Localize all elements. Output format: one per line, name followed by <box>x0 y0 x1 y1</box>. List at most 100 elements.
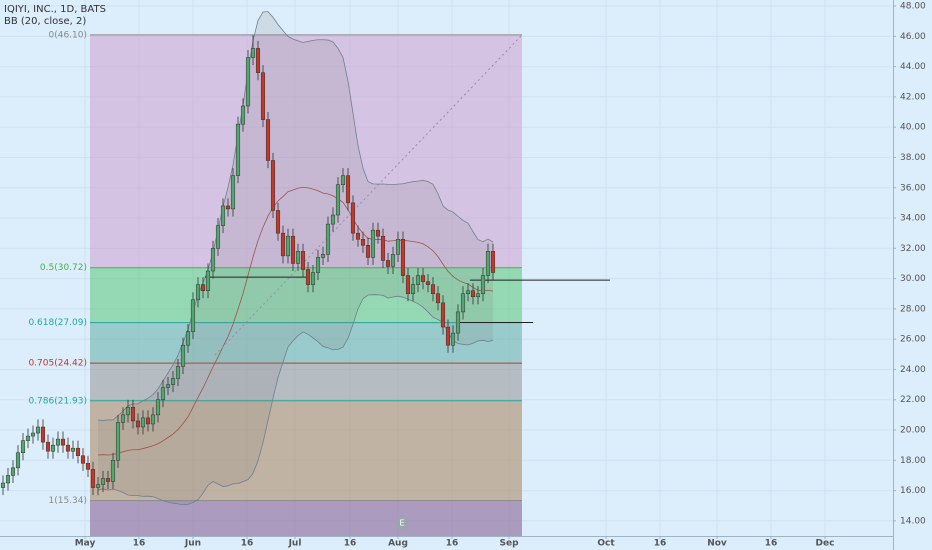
event-label: E <box>399 519 404 528</box>
candle-body <box>105 478 111 482</box>
bollinger-bands <box>97 11 494 506</box>
candle-body <box>405 275 411 294</box>
candle-body <box>75 447 81 457</box>
y-tick-label: 36.00 <box>900 183 926 193</box>
candle-body <box>285 235 291 257</box>
candle-body <box>395 238 401 255</box>
candle-body <box>435 293 441 304</box>
candle-body <box>175 366 181 379</box>
candle-body <box>170 378 176 385</box>
candle-body <box>135 420 141 428</box>
x-tick-label: Nov <box>707 539 727 549</box>
candle-body <box>255 48 261 73</box>
x-tick-label: 16 <box>241 539 254 549</box>
candle-body <box>305 269 311 285</box>
candle-body <box>115 422 121 461</box>
candle-body <box>100 478 106 485</box>
candle-body <box>415 275 421 285</box>
candle-body <box>270 160 276 211</box>
candle-body <box>440 302 446 328</box>
y-tick-label: 30.00 <box>900 274 926 284</box>
x-tick-label: Jul <box>288 539 302 549</box>
candle-body <box>225 205 231 210</box>
candle-body <box>380 235 386 261</box>
x-tick-label: Oct <box>597 539 615 549</box>
candle-body <box>455 311 461 334</box>
candle-body <box>335 184 341 216</box>
labels: 14.00 16.00 18.00 20.00 22.00 24.00 26.00 28.00… <box>28 2 926 549</box>
x-tick-label: 16 <box>344 539 357 549</box>
bb-fill <box>98 11 493 505</box>
candle-body <box>65 444 71 452</box>
bb-basis <box>97 186 494 456</box>
y-tick-label: 28.00 <box>900 304 926 314</box>
candle-body <box>275 210 281 234</box>
candle-body <box>230 175 236 210</box>
candle-body <box>205 270 211 291</box>
fib-label: 0.5(30.72) <box>40 263 87 273</box>
candle-body <box>185 331 191 346</box>
candle-body <box>345 175 351 204</box>
candle-body <box>50 444 56 452</box>
candle-body <box>195 284 201 301</box>
y-tick-label: 20.00 <box>900 426 926 436</box>
candle-body <box>110 460 116 482</box>
candle-body <box>430 284 436 294</box>
fib-label: 0.786(21.93) <box>28 396 87 406</box>
fib-band <box>90 500 522 536</box>
fib-label: 1(15.34) <box>48 496 87 506</box>
candle-body <box>85 463 91 470</box>
candle-body <box>350 202 356 234</box>
candle-body <box>485 251 491 276</box>
candle-body <box>15 452 21 469</box>
y-tick-label: 16.00 <box>900 486 926 496</box>
candle-body <box>5 475 11 484</box>
candle-body <box>260 72 266 120</box>
candle-body <box>165 384 171 388</box>
candle-body <box>460 293 466 313</box>
candle-body <box>340 175 346 185</box>
x-tick-label: 16 <box>446 539 459 549</box>
x-tick-label: May <box>75 539 96 549</box>
candle-body <box>60 438 66 446</box>
candle-body <box>315 257 321 273</box>
candle-body <box>130 407 136 422</box>
y-tick-label: 44.00 <box>900 62 926 72</box>
y-tick-label: 40.00 <box>900 123 926 133</box>
candle-body <box>385 260 391 267</box>
candle-body <box>80 455 86 464</box>
candle-body <box>180 344 186 367</box>
candle-body <box>215 225 221 249</box>
fib-label: 0.618(27.09) <box>28 318 87 328</box>
candle-body <box>320 254 326 258</box>
candle-body <box>125 407 131 416</box>
candle-body <box>20 440 26 453</box>
candle-body <box>55 438 61 446</box>
candle-body <box>120 414 126 423</box>
candle-body <box>140 417 146 428</box>
candle-body <box>470 290 476 298</box>
chart-title: IQIYI, INC., 1D, BATS <box>4 4 106 15</box>
candle-body <box>210 248 216 272</box>
candle-body <box>390 254 396 267</box>
candle-body <box>240 105 246 125</box>
candle-body <box>480 275 486 294</box>
candles <box>0 34 496 496</box>
candle-body <box>250 48 256 58</box>
candle-body <box>425 281 431 285</box>
candle-body <box>475 293 481 298</box>
x-tick-label: Dec <box>816 539 835 549</box>
candle-body <box>295 251 301 264</box>
candle-body <box>30 432 36 437</box>
x-tick-label: 16 <box>654 539 667 549</box>
y-tick-label: 34.00 <box>900 214 926 224</box>
x-tick-label: 16 <box>133 539 146 549</box>
candle-body <box>450 332 456 346</box>
candle-body <box>400 238 406 276</box>
candle-body <box>40 426 46 443</box>
candle-body <box>95 484 101 488</box>
x-tick-label: Aug <box>388 539 408 549</box>
fib-band <box>90 34 522 268</box>
candle-body <box>310 272 316 285</box>
